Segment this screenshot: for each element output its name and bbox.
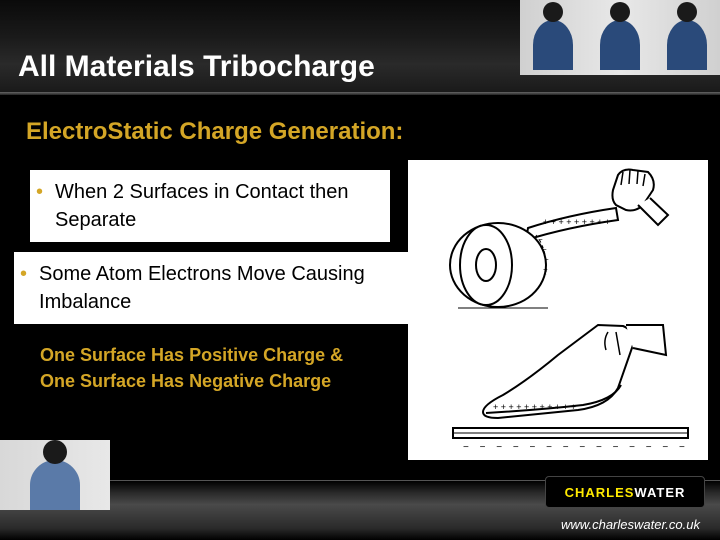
svg-text:− − − − − − − − − − − − − −: − − − − − − − − − − − − − −	[463, 442, 689, 453]
slide-subtitle: ElectroStatic Charge Generation:	[26, 118, 403, 146]
footer-photo	[0, 440, 110, 510]
svg-text:+ + + + + + + + + + +: + + + + + + + + + + +	[493, 402, 576, 412]
worker-figure	[667, 20, 707, 70]
bullet-row: • When 2 Surfaces in Contact then Separa…	[30, 178, 380, 234]
worker-figure	[600, 20, 640, 70]
brand-logo: CHARLESWATER	[545, 476, 705, 508]
svg-text:−: −	[542, 245, 547, 254]
bullet-2-container: • Some Atom Electrons Move Causing Imbal…	[14, 252, 414, 324]
slide-title: All Materials Tribocharge	[18, 50, 375, 84]
logo-part-1: CHARLES	[565, 485, 635, 500]
header-photo	[520, 0, 720, 75]
bullet-row: • Some Atom Electrons Move Causing Imbal…	[14, 260, 404, 316]
footer-url: www.charleswater.co.uk	[561, 517, 700, 532]
bullet-marker: •	[14, 260, 39, 288]
bullet-text: Some Atom Electrons Move Causing Imbalan…	[39, 260, 404, 316]
header-underline	[0, 92, 720, 95]
svg-text:−: −	[544, 255, 549, 264]
svg-text:−: −	[538, 235, 543, 244]
bullet-marker: •	[30, 178, 55, 206]
logo-part-2: WATER	[634, 485, 685, 500]
worker-figure	[30, 460, 80, 510]
bullet-text: When 2 Surfaces in Contact then Separate	[55, 178, 380, 234]
worker-figure	[533, 20, 573, 70]
svg-text:+ + + + + + + + +: + + + + + + + + +	[543, 217, 610, 227]
tribocharge-diagram: + + + + + + + + + − − − − + + + + + + + …	[408, 160, 708, 460]
svg-text:−: −	[543, 265, 548, 274]
highlight-text: One Surface Has Positive Charge & One Su…	[40, 342, 360, 394]
diagram-panel: + + + + + + + + + − − − − + + + + + + + …	[408, 160, 708, 460]
bullet-1-container: • When 2 Surfaces in Contact then Separa…	[30, 170, 390, 242]
